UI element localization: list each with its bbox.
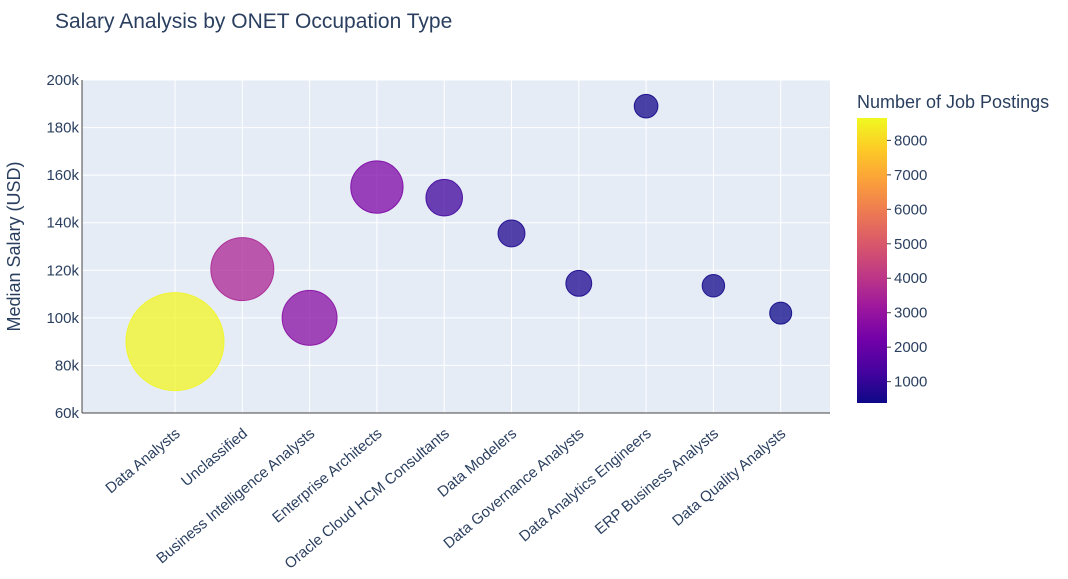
y-tick-label: 120k xyxy=(46,262,79,279)
x-tick-label: Data Analysts xyxy=(102,425,183,497)
bubble-point xyxy=(497,219,526,248)
colorbar-tick-label: 6000 xyxy=(894,201,927,218)
colorbar-tick-label: 5000 xyxy=(894,236,927,253)
bubble-point xyxy=(565,269,593,297)
bubble-point xyxy=(769,301,793,325)
y-tick-label: 140k xyxy=(46,215,79,232)
x-tick-label: Enterprise Architects xyxy=(269,425,385,526)
colorbar-tick-label: 3000 xyxy=(894,305,927,322)
y-tick-label: 60k xyxy=(55,405,80,422)
y-tick-label: 200k xyxy=(46,72,79,89)
x-tick-label: Data Governance Analysts xyxy=(440,425,587,552)
y-tick-label: 160k xyxy=(46,167,79,184)
bubble-point xyxy=(701,274,726,298)
y-axis-title: Median Salary (USD) xyxy=(4,161,24,331)
colorbar-tick-label: 8000 xyxy=(894,132,927,149)
y-tick-label: 180k xyxy=(46,120,79,137)
colorbar-tick-label: 7000 xyxy=(894,167,927,184)
bubble-point xyxy=(125,292,225,392)
bubble-point xyxy=(350,160,404,214)
bubble-point xyxy=(210,237,275,302)
colorbar-tick-label: 4000 xyxy=(894,270,927,287)
colorbar-tick-label: 2000 xyxy=(894,339,927,356)
colorbar-title: Number of Job Postings xyxy=(857,92,1049,112)
bubble-point xyxy=(425,178,464,217)
bubble-point xyxy=(633,93,659,119)
bubble-point xyxy=(281,289,338,346)
y-tick-label: 100k xyxy=(46,310,79,327)
chart-title: Salary Analysis by ONET Occupation Type xyxy=(55,10,453,33)
x-tick-label: Data Quality Analysts xyxy=(669,425,789,530)
x-tick-label: Data Analytics Engineers xyxy=(516,425,655,545)
colorbar xyxy=(857,118,887,403)
colorbar-tick-label: 1000 xyxy=(894,374,927,391)
x-tick-label: ERP Business Analysts xyxy=(592,425,722,538)
y-tick-label: 80k xyxy=(55,357,80,374)
